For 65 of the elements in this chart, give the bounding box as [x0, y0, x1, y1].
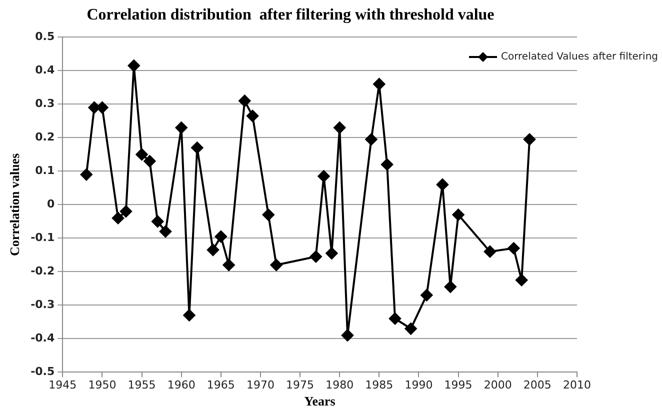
point	[484, 246, 496, 258]
y-axis-title: Correlation values	[7, 153, 22, 256]
y-tick-label: 0.4	[35, 64, 55, 77]
y-tick-label: -0.1	[30, 231, 55, 244]
x-tick-label: 1975	[286, 378, 314, 392]
x-tick-label: 1980	[326, 378, 354, 392]
x-tick-label: 1950	[88, 378, 116, 392]
point	[508, 242, 520, 254]
point	[120, 205, 132, 218]
point	[207, 244, 219, 256]
point	[310, 250, 322, 263]
y-tick-label: 0.5	[35, 30, 55, 44]
point	[214, 230, 227, 243]
point	[444, 280, 456, 293]
point	[420, 289, 433, 302]
x-tick-label: 1990	[404, 378, 433, 392]
chart-title: Correlation distribution after filtering with threshold value	[86, 6, 494, 24]
point	[80, 168, 92, 181]
point	[246, 110, 259, 122]
point	[404, 322, 417, 335]
x-tick-label: 2010	[563, 378, 591, 392]
x-axis-title: Years	[304, 394, 336, 409]
point	[191, 142, 204, 154]
x-tick-label: 1960	[167, 378, 196, 392]
y-tick-label: 0.2	[35, 130, 55, 144]
y-tick-label: -0.2	[30, 264, 55, 278]
x-tick-label: 2005	[523, 378, 552, 392]
point	[326, 247, 338, 260]
y-tick-label: 0	[46, 198, 55, 211]
y-tick-label: -0.4	[30, 332, 55, 345]
x-tick-label: 1945	[48, 378, 77, 392]
point	[524, 133, 536, 146]
point	[318, 170, 330, 182]
x-tick-label: 1970	[246, 378, 274, 392]
point	[516, 274, 528, 286]
point	[373, 78, 386, 90]
point	[436, 178, 448, 191]
y-tick-label: -0.5	[30, 365, 55, 378]
point	[183, 309, 196, 322]
y-tick-label: 0.3	[35, 97, 55, 110]
y-tick-label: 0.1	[35, 164, 55, 178]
point	[112, 212, 124, 224]
x-tick-label: 2000	[484, 378, 512, 392]
point	[144, 155, 156, 168]
point	[222, 259, 235, 271]
point	[128, 60, 140, 72]
point	[262, 208, 274, 221]
point	[175, 122, 188, 134]
point	[270, 259, 282, 271]
point	[389, 312, 401, 325]
point	[238, 94, 251, 107]
legend-label: Correlated Values after filtering	[501, 52, 658, 63]
point	[342, 329, 354, 342]
point	[452, 208, 464, 221]
point	[334, 122, 346, 134]
x-tick-label: 1985	[365, 378, 394, 392]
x-tick-label: 1955	[128, 378, 156, 392]
point	[152, 215, 164, 228]
point	[365, 133, 378, 146]
x-tick-label: 1995	[444, 378, 472, 392]
point	[381, 158, 394, 170]
x-tick-label: 1965	[206, 378, 235, 392]
point	[160, 226, 172, 238]
y-tick-label: -0.3	[30, 298, 55, 312]
point	[136, 148, 148, 160]
